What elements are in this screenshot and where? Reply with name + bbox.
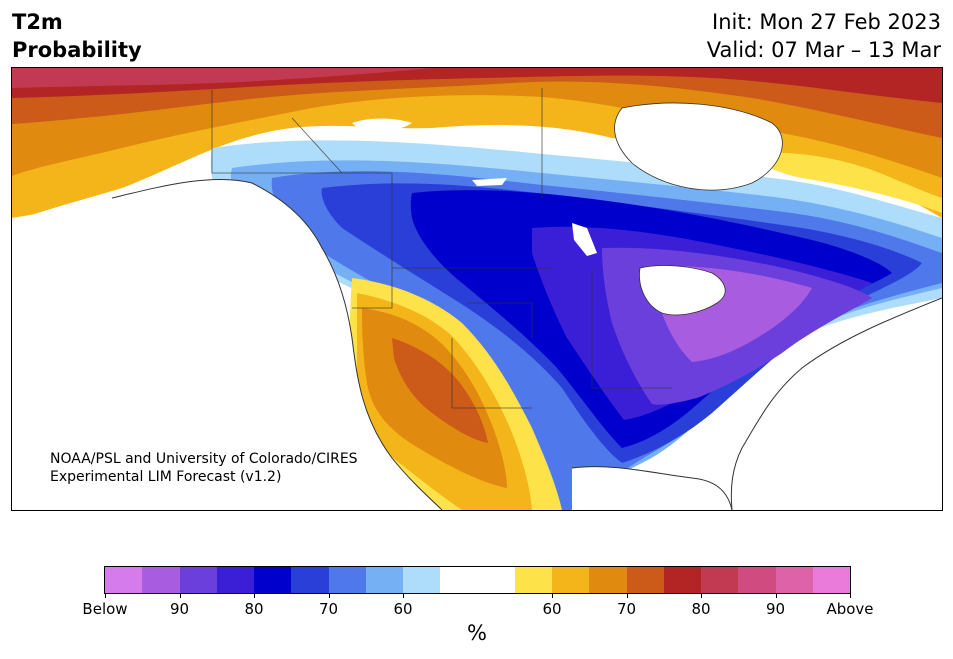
colorbar-swatch-8: [403, 567, 441, 593]
atlantic-ocean: [731, 298, 942, 510]
colorbar-swatch-3: [216, 567, 254, 593]
colorbar-swatch-10: [477, 567, 515, 593]
colorbar-swatch-14: [626, 567, 664, 593]
colorbar-swatch-2: [179, 567, 217, 593]
valid-range: Valid: 07 Mar – 13 Mar: [706, 38, 941, 62]
colorbar-swatch-6: [328, 567, 366, 593]
lake-winnipeg: [572, 223, 597, 256]
colorbar-tick-mark: [179, 593, 181, 598]
colorbar-tick-mark: [254, 593, 255, 598]
credit-line-1: NOAA/PSL and University of Colorado/CIRE…: [50, 451, 358, 467]
credit-line-2: Experimental LIM Forecast (v1.2): [50, 469, 282, 485]
colorbar-swatch-13: [589, 567, 627, 593]
colorbar-tick-label: Below: [82, 600, 128, 618]
colorbar-tick-mark: [775, 593, 777, 598]
warm-ne-yellow: [752, 152, 942, 213]
colorbar-swatch-17: [738, 567, 776, 593]
colorbar-tick-label: 60: [542, 600, 562, 618]
colorbar-swatch-4: [254, 567, 292, 593]
colorbar-swatch-1: [142, 567, 180, 593]
colorbar-swatch-16: [701, 567, 739, 593]
init-date: Init: Mon 27 Feb 2023: [712, 10, 941, 34]
colorbar-swatch-7: [365, 567, 403, 593]
title-line-2: Probability: [12, 38, 142, 62]
great-lakes: [639, 265, 726, 316]
colorbar-swatch-19: [812, 567, 850, 593]
colorbar-tick-label: 90: [169, 600, 190, 618]
colorbar-tick-label: 80: [691, 600, 711, 618]
colorbar-tick-mark: [626, 593, 628, 598]
colorbar-swatch-18: [775, 567, 813, 593]
map-title: T2m Probability: [12, 8, 142, 64]
great-slave-lake: [472, 178, 507, 186]
colorbar-tick-label: 70: [616, 600, 637, 618]
map-canvas: [12, 68, 942, 510]
colorbar-tick-label: 80: [244, 600, 264, 618]
probability-map: NOAA/PSL and University of Colorado/CIRE…: [11, 67, 943, 511]
colorbar-swatch-0: [105, 567, 143, 593]
coastlines: [111, 178, 942, 510]
colorbar-tick-mark: [105, 593, 106, 598]
forecast-dates: Init: Mon 27 Feb 2023 Valid: 07 Mar – 13…: [707, 8, 941, 64]
great-bear-lake: [352, 118, 412, 133]
colorbar-swatch-15: [663, 567, 701, 593]
colorbar-tick-mark: [328, 593, 330, 598]
colorbar-units: %: [467, 621, 487, 645]
colorbar-tick-label: 60: [393, 600, 413, 618]
colorbar: [104, 566, 851, 594]
title-line-1: T2m: [12, 10, 63, 34]
colorbar-swatch-11: [514, 567, 552, 593]
colorbar-swatch-9: [440, 567, 478, 593]
colorbar-tick-label: 90: [765, 600, 786, 618]
colorbar-tick-mark: [850, 593, 851, 598]
colorbar-tick-mark: [552, 593, 553, 598]
colorbar-tick-label: Above: [826, 600, 874, 618]
warm-sw-dark: [392, 338, 488, 443]
colorbar-tick-label: 70: [318, 600, 339, 618]
hudson-bay: [614, 102, 783, 191]
boundary-lines: [211, 88, 672, 409]
colorbar-swatch-12: [552, 567, 590, 593]
map-credit: NOAA/PSL and University of Colorado/CIRE…: [50, 450, 358, 486]
colorbar-swatch-5: [291, 567, 329, 593]
colorbar-tick-mark: [403, 593, 404, 598]
gulf-of-mexico: [572, 466, 732, 510]
warm-north-magenta: [12, 68, 432, 88]
colorbar-tick-mark: [701, 593, 702, 598]
pacific-ocean: [12, 179, 442, 510]
